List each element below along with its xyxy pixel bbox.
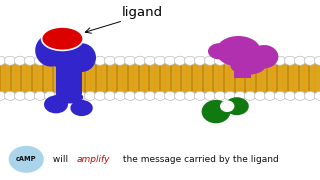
- Ellipse shape: [144, 56, 156, 65]
- Ellipse shape: [234, 56, 246, 65]
- Ellipse shape: [274, 91, 286, 100]
- Ellipse shape: [244, 56, 256, 65]
- Ellipse shape: [84, 56, 96, 65]
- Ellipse shape: [154, 91, 166, 100]
- Ellipse shape: [67, 43, 96, 72]
- Ellipse shape: [174, 56, 186, 65]
- Ellipse shape: [284, 91, 296, 100]
- Ellipse shape: [114, 56, 126, 65]
- Ellipse shape: [124, 56, 136, 65]
- Text: amplify: amplify: [77, 155, 110, 164]
- Ellipse shape: [204, 56, 216, 65]
- Ellipse shape: [50, 38, 82, 70]
- Ellipse shape: [244, 91, 256, 100]
- Ellipse shape: [74, 56, 86, 65]
- Ellipse shape: [250, 45, 278, 68]
- Ellipse shape: [220, 100, 234, 112]
- Ellipse shape: [184, 91, 196, 100]
- Ellipse shape: [144, 91, 156, 100]
- Ellipse shape: [294, 91, 306, 100]
- Ellipse shape: [304, 91, 316, 100]
- Ellipse shape: [34, 56, 46, 65]
- Ellipse shape: [104, 56, 116, 65]
- Ellipse shape: [44, 56, 56, 65]
- Ellipse shape: [24, 91, 36, 100]
- Ellipse shape: [74, 91, 86, 100]
- Ellipse shape: [224, 91, 236, 100]
- Ellipse shape: [254, 91, 266, 100]
- Ellipse shape: [214, 56, 226, 65]
- Ellipse shape: [124, 91, 136, 100]
- Ellipse shape: [314, 56, 320, 65]
- Ellipse shape: [284, 56, 296, 65]
- Ellipse shape: [94, 56, 106, 65]
- Ellipse shape: [154, 56, 166, 65]
- Ellipse shape: [70, 100, 93, 116]
- Ellipse shape: [4, 91, 16, 100]
- Ellipse shape: [216, 36, 261, 67]
- Ellipse shape: [134, 56, 146, 65]
- Ellipse shape: [225, 97, 249, 115]
- Ellipse shape: [114, 91, 126, 100]
- Ellipse shape: [4, 56, 16, 65]
- Ellipse shape: [214, 91, 226, 100]
- Ellipse shape: [9, 146, 44, 173]
- Ellipse shape: [234, 91, 246, 100]
- Ellipse shape: [254, 56, 266, 65]
- Ellipse shape: [54, 56, 66, 65]
- Ellipse shape: [174, 91, 186, 100]
- Ellipse shape: [14, 91, 26, 100]
- Ellipse shape: [35, 34, 67, 67]
- Ellipse shape: [24, 56, 36, 65]
- Ellipse shape: [54, 91, 66, 100]
- Text: will: will: [50, 155, 71, 164]
- Ellipse shape: [54, 91, 83, 104]
- Ellipse shape: [34, 91, 46, 100]
- Ellipse shape: [224, 56, 236, 65]
- Ellipse shape: [230, 57, 266, 75]
- Ellipse shape: [94, 91, 106, 100]
- Ellipse shape: [44, 91, 56, 100]
- Ellipse shape: [0, 91, 6, 100]
- Ellipse shape: [204, 91, 216, 100]
- Bar: [56, 54, 82, 94]
- Ellipse shape: [194, 56, 206, 65]
- Ellipse shape: [42, 27, 83, 50]
- Ellipse shape: [314, 91, 320, 100]
- Ellipse shape: [202, 100, 230, 123]
- Ellipse shape: [208, 43, 230, 59]
- Ellipse shape: [44, 95, 68, 113]
- Ellipse shape: [164, 56, 176, 65]
- Ellipse shape: [104, 91, 116, 100]
- Ellipse shape: [134, 91, 146, 100]
- Ellipse shape: [194, 91, 206, 100]
- Ellipse shape: [64, 56, 76, 65]
- Ellipse shape: [164, 91, 176, 100]
- Ellipse shape: [304, 56, 316, 65]
- Bar: [234, 60, 251, 78]
- Ellipse shape: [184, 56, 196, 65]
- Bar: [0, 58, 320, 98]
- Ellipse shape: [64, 91, 76, 100]
- Text: ligand: ligand: [122, 6, 163, 19]
- Ellipse shape: [14, 56, 26, 65]
- Ellipse shape: [0, 56, 6, 65]
- Ellipse shape: [84, 91, 96, 100]
- Ellipse shape: [294, 56, 306, 65]
- Ellipse shape: [264, 91, 276, 100]
- Ellipse shape: [264, 56, 276, 65]
- Ellipse shape: [274, 56, 286, 65]
- Text: the message carried by the ligand: the message carried by the ligand: [120, 155, 279, 164]
- Text: cAMP: cAMP: [16, 156, 36, 162]
